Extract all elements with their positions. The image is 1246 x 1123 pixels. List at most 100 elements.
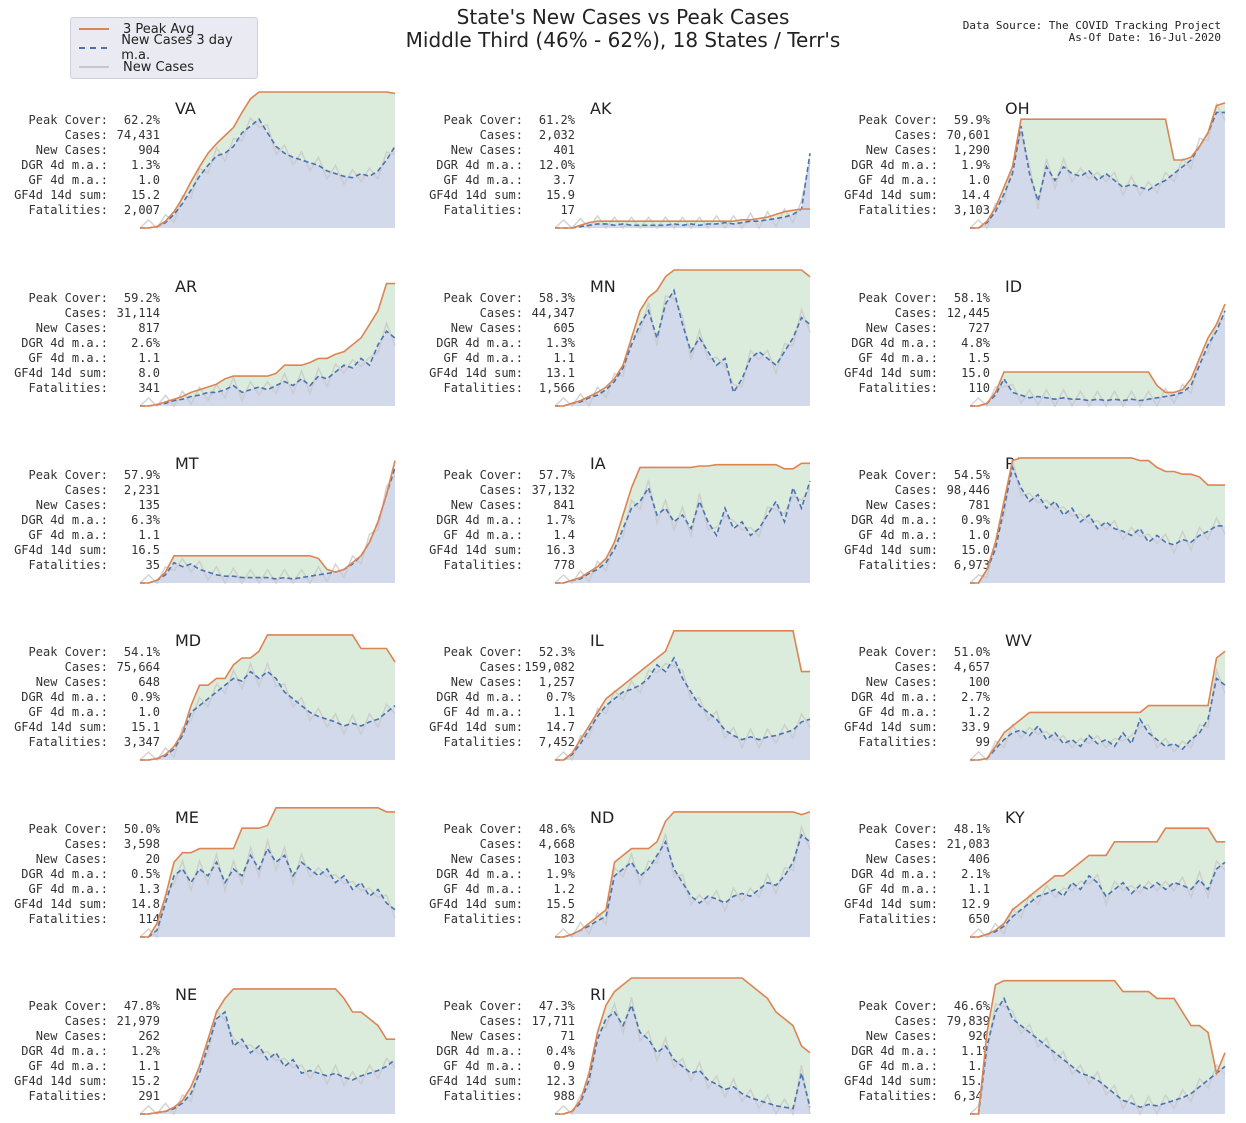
stat-value: 4,657 (953, 660, 990, 674)
state-label: WV (1005, 631, 1032, 650)
state-stats: Peak Cover: 48.6% Cases: 4,668 New Cases: 103… (415, 822, 575, 927)
state-panel-mn: MN Peak Cover: 58.3% Cases: 44,347 New Cases:… (415, 266, 815, 408)
state-stats: Peak Cover: 61.2% Cases: 2,032 New Cases: 401… (415, 113, 575, 218)
stat-value: 52.3% (538, 645, 575, 659)
stat-line: Peak Cover: 62.2% (0, 113, 160, 128)
stat-line: DGR 4d m.a.: 0.4% (415, 1044, 575, 1059)
stat-line: GF4d 14d sum: 16.3 (415, 543, 575, 558)
stat-label: New Cases: (35, 498, 108, 512)
stat-value: 15.2 (131, 1074, 160, 1088)
stat-label: New Cases: (35, 321, 108, 335)
stat-label: Peak Cover: (28, 468, 108, 482)
cases-fill (970, 467, 1225, 583)
legend-label-raw: New Cases (123, 59, 195, 75)
stat-value: 1,290 (953, 143, 990, 157)
stat-line: Cases: 159,082 (415, 660, 575, 675)
state-stats: Peak Cover: 59.9% Cases: 70,601 New Cases: 1,… (830, 113, 990, 218)
stat-value: 6.3% (131, 513, 160, 527)
state-panel-va: VA Peak Cover: 62.2% Cases: 74,431 New Cases:… (0, 88, 400, 230)
stat-label: New Cases: (450, 143, 523, 157)
stat-line: GF4d 14d sum: 15.4 (830, 1074, 990, 1089)
stat-line: Fatalities: 35 (0, 558, 160, 573)
peak-cover-fill (970, 651, 1225, 760)
stat-label: Fatalities: (858, 1089, 938, 1103)
stat-line: Fatalities: 6,348 (830, 1089, 990, 1104)
state-plot (554, 462, 811, 585)
stat-line: Fatalities: 1,566 (415, 381, 575, 396)
stat-line: DGR 4d m.a.: 0.7% (415, 690, 575, 705)
new-cases-line (969, 459, 1226, 584)
stat-value: 0.5% (131, 867, 160, 881)
stat-line: GF4d 14d sum: 14.4 (830, 188, 990, 203)
stat-label: GF4d 14d sum: (844, 1074, 938, 1088)
peak-cover-fill (555, 630, 810, 760)
stat-line: New Cases: 100 (830, 675, 990, 690)
state-stats: Peak Cover: 48.1% Cases: 21,083 New Cases: 40… (830, 822, 990, 927)
stat-label: Cases: (64, 837, 108, 851)
peak-avg-line (555, 977, 811, 1115)
stat-line: Fatalities: 341 (0, 381, 160, 396)
stat-value: 817 (138, 321, 160, 335)
stat-label: Cases: (479, 306, 523, 320)
stat-label: Peak Cover: (28, 113, 108, 127)
stat-line: DGR 4d m.a.: 1.9% (415, 867, 575, 882)
stat-value: 47.3% (538, 999, 575, 1013)
stat-label: GF4d 14d sum: (429, 543, 523, 557)
stat-line: GF4d 14d sum: 15.2 (0, 188, 160, 203)
peak-avg-line (140, 91, 396, 229)
stat-value: 262 (138, 1029, 160, 1043)
new-cases-line (139, 661, 396, 762)
new-cases-ma-line (970, 464, 1225, 584)
stat-label: Cases: (64, 1014, 108, 1028)
state-stats: Peak Cover: 59.2% Cases: 31,114 New Cases: 81… (0, 291, 160, 396)
legend-swatch-peak (79, 28, 109, 30)
stat-value: 54.5% (953, 468, 990, 482)
stat-value: 54.1% (123, 645, 160, 659)
new-cases-line (554, 161, 811, 230)
stat-line: Cases: 21,083 (830, 837, 990, 852)
stat-label: New Cases: (865, 498, 938, 512)
stat-line: Peak Cover: 54.5% (830, 468, 990, 483)
stat-label: Cases: (479, 128, 523, 142)
stat-value: 1.1 (138, 528, 160, 542)
stat-value: 781 (968, 498, 990, 512)
stat-value: 1.2 (553, 882, 575, 896)
stat-value: 12.9 (961, 897, 990, 911)
stat-value: 17 (560, 203, 575, 217)
stat-line: Fatalities: 110 (830, 381, 990, 396)
stat-value: 50.0% (123, 822, 160, 836)
stat-line: New Cases: 904 (0, 143, 160, 158)
stat-line: Cases: 3,598 (0, 837, 160, 852)
new-cases-line (554, 824, 811, 939)
stat-label: New Cases: (450, 675, 523, 689)
stat-value: 57.7% (538, 468, 575, 482)
stat-line: New Cases: 926 (830, 1029, 990, 1044)
stat-value: 6,973 (953, 558, 990, 572)
state-label: IA (590, 454, 606, 473)
stat-value: 2.1% (961, 867, 990, 881)
stat-value: 648 (138, 675, 160, 689)
stat-label: GF 4d m.a.: (443, 528, 523, 542)
stat-label: Peak Cover: (28, 645, 108, 659)
stat-value: 15.1 (131, 720, 160, 734)
state-panel-ne: NE Peak Cover: 47.8% Cases: 21,979 New Cases:… (0, 974, 400, 1116)
state-panel-ia: IA Peak Cover: 57.7% Cases: 37,132 New Cases:… (415, 443, 815, 585)
stat-line: GF 4d m.a.: 1.1 (415, 351, 575, 366)
stat-value: 1.4 (553, 528, 575, 542)
stat-line: DGR 4d m.a.: 4.8% (830, 336, 990, 351)
state-label: ND (590, 808, 615, 827)
stat-label: Cases: (64, 660, 108, 674)
state-label: ME (175, 808, 199, 827)
stat-value: 1.0 (138, 705, 160, 719)
stat-line: New Cases: 605 (415, 321, 575, 336)
stat-line: DGR 4d m.a.: 1.1% (830, 1044, 990, 1059)
stat-label: Fatalities: (28, 558, 108, 572)
stat-line: New Cases: 727 (830, 321, 990, 336)
stat-value: 1.3% (546, 336, 575, 350)
stat-value: 114 (138, 912, 160, 926)
stat-value: 988 (553, 1089, 575, 1103)
stat-line: Cases: 17,711 (415, 1014, 575, 1029)
state-plot (139, 282, 396, 408)
state-plot (969, 979, 1226, 1116)
stat-value: 406 (968, 852, 990, 866)
